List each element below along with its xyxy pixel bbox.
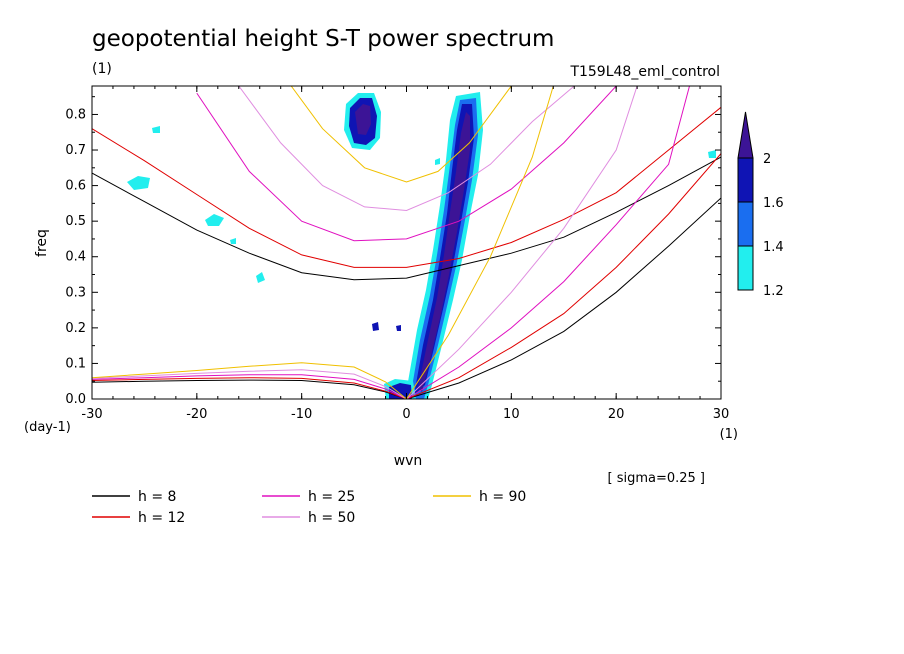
y-tick-label: 0.3: [65, 285, 86, 300]
legend-label-4: h = 50: [308, 510, 355, 526]
legend-label-2: h = 12: [138, 510, 185, 526]
y-tick-label: 0.8: [65, 107, 86, 122]
legend-label-5: h = 90: [479, 489, 526, 505]
series-4-rossby-curve: [92, 369, 407, 399]
series-3-rossby-curve: [92, 374, 407, 399]
power-shading: [127, 92, 716, 399]
series-4-inertia-gravity-curve: [238, 86, 575, 212]
legend-label-1: h = 8: [138, 489, 176, 505]
colorbar-label: 2: [763, 152, 771, 167]
y-tick-label: 0.5: [65, 214, 86, 229]
y-tick-label: 0.6: [65, 179, 86, 194]
colorbar-label: 1.6: [763, 196, 784, 211]
colorbar-label: 1.2: [763, 284, 784, 299]
x-axis-label: wvn: [394, 453, 423, 469]
x-tick-label: 0: [402, 407, 410, 422]
power-contour-patch: [355, 104, 371, 135]
units-label: (1): [92, 61, 112, 77]
y-unit-label: (day-1): [24, 420, 71, 435]
y-tick-label: 0.0: [65, 392, 86, 407]
legend: h = 8 h = 12 h = 25 h = 50 h = 90: [92, 489, 526, 526]
power-contour-patch: [256, 272, 265, 283]
colorbar-label: 1.4: [763, 240, 784, 255]
series-1-kelvin-curve: [406, 197, 721, 399]
series-4-kelvin-curve: [406, 86, 638, 399]
series-3-inertia-gravity-curve: [196, 86, 617, 242]
series-5-kelvin-curve: [406, 86, 554, 399]
series-3-kelvin-curve: [406, 86, 690, 399]
x-tick-label: -30: [81, 407, 102, 422]
series-5-inertia-gravity-curve: [290, 86, 512, 183]
colorbar-segment: [737, 157, 754, 203]
y-tick-label: 0.2: [65, 321, 86, 336]
colorbar-segment: [737, 201, 754, 247]
y-tick-label: 0.7: [65, 143, 86, 158]
colorbar-triangle: [737, 111, 754, 159]
series-2-rossby-curve: [92, 377, 407, 399]
power-contour-patch: [396, 325, 401, 331]
colorbar: 2 1.6 1.4 1.2: [737, 111, 784, 299]
colorbar-segment: [737, 245, 754, 291]
y-tick-label: 0.4: [65, 250, 86, 265]
sigma-note: [ sigma=0.25 ]: [607, 471, 705, 486]
x-tick-label: -20: [186, 407, 207, 422]
run-label: T159L48_eml_control: [569, 64, 720, 80]
x-tick-label: 10: [503, 407, 520, 422]
power-contour-patch: [127, 176, 150, 190]
series-2-inertia-gravity-curve: [92, 106, 721, 268]
y-axis-label: freq: [34, 229, 50, 257]
legend-label-3: h = 25: [308, 489, 355, 505]
dispersion-curves: [92, 86, 721, 399]
series-1-inertia-gravity-curve: [92, 156, 721, 281]
chart-title: geopotential height S-T power spectrum: [92, 26, 554, 52]
x-unit-label: (1): [720, 427, 738, 442]
y-tick-label: 0.1: [65, 356, 86, 371]
power-contour-patch: [372, 322, 379, 331]
power-contour-patch: [205, 214, 224, 226]
series-5-rossby-curve: [92, 362, 407, 399]
power-contour-patch: [435, 158, 440, 165]
plot-area: -30 -20 -10 0 10 20 30 0.00.10.20.30.40.50.60.…: [65, 85, 729, 422]
series-2-kelvin-curve: [406, 153, 721, 399]
power-contour-patch: [418, 112, 470, 392]
x-tick-label: 20: [608, 407, 625, 422]
power-contour-patch: [230, 238, 236, 244]
plot-background: [92, 86, 721, 399]
series-1-rossby-curve: [92, 379, 407, 399]
x-axis: -30 -20 -10 0 10 20 30: [81, 86, 729, 422]
power-contour-patch: [152, 126, 160, 133]
x-tick-label: 30: [713, 407, 730, 422]
y-axis: 0.0 0.1 0.2 0.3 0.4 0.5 0.6 0.7 0.8: [65, 96, 721, 407]
x-tick-label: -10: [291, 407, 312, 422]
power-contour-patch: [708, 150, 716, 158]
